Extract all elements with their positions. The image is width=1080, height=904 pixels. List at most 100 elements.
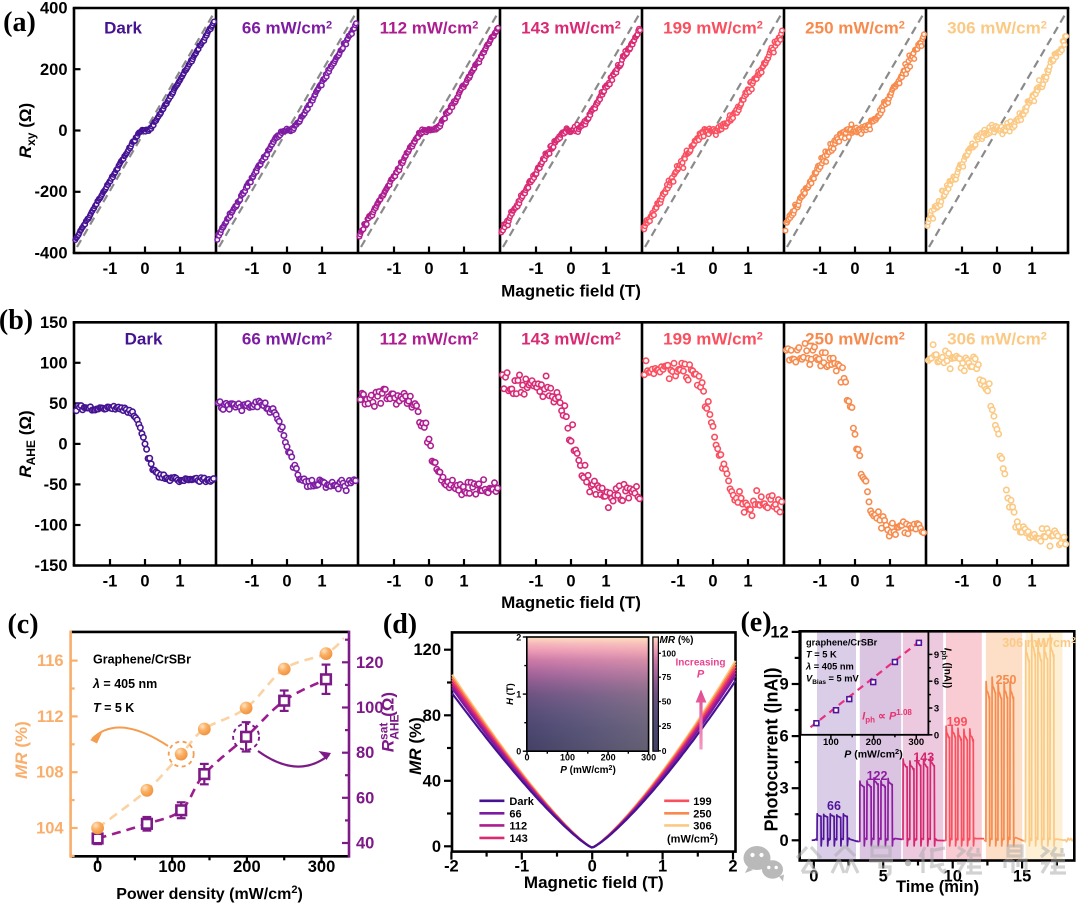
svg-text:1: 1 xyxy=(1027,260,1036,278)
svg-text:-1: -1 xyxy=(671,260,686,278)
svg-text:-1: -1 xyxy=(813,260,828,278)
svg-text:199: 199 xyxy=(693,796,711,808)
svg-text:0: 0 xyxy=(424,573,433,591)
svg-text:-1: -1 xyxy=(103,260,118,278)
svg-text:250 mW/cm2: 250 mW/cm2 xyxy=(805,19,905,38)
svg-text:-1: -1 xyxy=(103,573,118,591)
svg-text:1: 1 xyxy=(1027,573,1036,591)
svg-text:25: 25 xyxy=(662,721,672,731)
svg-text:(b): (b) xyxy=(0,305,33,336)
svg-text:-1: -1 xyxy=(955,260,970,278)
svg-text:1: 1 xyxy=(743,573,752,591)
svg-text:P (mW/cm2): P (mW/cm2) xyxy=(560,765,616,776)
svg-text:306 mW/cm2: 306 mW/cm2 xyxy=(947,19,1047,38)
svg-text:50: 50 xyxy=(49,395,67,413)
svg-text:-150: -150 xyxy=(34,557,67,575)
svg-text:(c): (c) xyxy=(7,609,38,640)
svg-text:0: 0 xyxy=(282,260,291,278)
svg-text:66: 66 xyxy=(827,799,841,813)
svg-text:0: 0 xyxy=(93,858,102,876)
svg-text:P: P xyxy=(697,669,705,681)
svg-text:Rxy (Ω): Rxy (Ω) xyxy=(16,103,38,158)
svg-text:0: 0 xyxy=(566,573,575,591)
svg-text:50: 50 xyxy=(662,697,672,707)
svg-text:306 mW/cm2: 306 mW/cm2 xyxy=(947,330,1047,349)
svg-text:-1: -1 xyxy=(387,573,402,591)
svg-text:15: 15 xyxy=(1013,868,1031,886)
svg-text:-100: -100 xyxy=(34,517,67,535)
svg-text:-1: -1 xyxy=(529,573,544,591)
svg-text:6: 6 xyxy=(934,677,939,688)
svg-text:5: 5 xyxy=(879,868,888,886)
svg-text:100: 100 xyxy=(823,737,839,748)
svg-text:9: 9 xyxy=(780,676,789,694)
svg-text:T = 5 K: T = 5 K xyxy=(806,650,837,660)
svg-text:3: 3 xyxy=(780,780,789,798)
svg-text:400: 400 xyxy=(40,0,68,18)
svg-text:100: 100 xyxy=(662,648,676,658)
svg-text:1: 1 xyxy=(885,260,894,278)
svg-text:40: 40 xyxy=(356,835,374,853)
svg-text:-50: -50 xyxy=(44,476,68,494)
svg-text:1: 1 xyxy=(601,260,610,278)
svg-text:40: 40 xyxy=(423,772,441,790)
svg-text:Iph ∝ P1.08: Iph ∝ P1.08 xyxy=(862,708,912,725)
svg-text:66: 66 xyxy=(509,808,521,820)
svg-text:H (T): H (T) xyxy=(505,683,516,705)
svg-text:199 mW/cm2: 199 mW/cm2 xyxy=(663,330,763,349)
svg-text:0: 0 xyxy=(424,260,433,278)
svg-text:Iph (|nA|): Iph (|nA|) xyxy=(940,648,953,688)
svg-text:(e): (e) xyxy=(740,607,771,638)
svg-text:306 mW/cm2: 306 mW/cm2 xyxy=(1002,635,1076,650)
svg-text:0: 0 xyxy=(58,435,67,453)
svg-text:-2: -2 xyxy=(444,858,459,876)
svg-text:-1: -1 xyxy=(529,260,544,278)
svg-text:λ = 405 nm: λ = 405 nm xyxy=(92,677,157,691)
svg-text:6: 6 xyxy=(780,728,789,746)
svg-text:1: 1 xyxy=(175,260,184,278)
svg-text:(d): (d) xyxy=(383,609,417,640)
svg-text:0: 0 xyxy=(588,858,597,876)
svg-text:2: 2 xyxy=(728,858,737,876)
svg-text:Dark: Dark xyxy=(125,330,163,349)
svg-text:0: 0 xyxy=(58,122,67,140)
svg-text:80: 80 xyxy=(356,744,374,762)
svg-text:0: 0 xyxy=(708,260,717,278)
svg-text:3: 3 xyxy=(934,704,939,715)
svg-text:250: 250 xyxy=(996,673,1017,687)
svg-text:0: 0 xyxy=(524,753,529,763)
svg-text:60: 60 xyxy=(356,789,374,807)
svg-text:MR (%): MR (%) xyxy=(406,717,425,775)
svg-text:1: 1 xyxy=(459,573,468,591)
svg-text:143: 143 xyxy=(913,750,934,764)
svg-text:1: 1 xyxy=(317,573,326,591)
svg-text:150: 150 xyxy=(40,314,68,332)
svg-text:1: 1 xyxy=(175,573,184,591)
svg-text:120: 120 xyxy=(413,641,441,659)
svg-text:2: 2 xyxy=(516,633,521,643)
svg-text:(mW/cm2): (mW/cm2) xyxy=(667,832,718,846)
svg-text:0: 0 xyxy=(780,832,789,850)
svg-text:0: 0 xyxy=(992,573,1001,591)
svg-text:0: 0 xyxy=(140,573,149,591)
svg-text:0: 0 xyxy=(850,573,859,591)
svg-text:λ = 405 nm: λ = 405 nm xyxy=(805,662,854,672)
svg-text:0: 0 xyxy=(282,573,291,591)
svg-text:250 mW/cm2: 250 mW/cm2 xyxy=(805,330,905,349)
svg-text:199: 199 xyxy=(947,715,968,729)
svg-text:122: 122 xyxy=(867,769,888,783)
svg-text:0: 0 xyxy=(516,747,521,757)
svg-text:RAHEsat (Ω): RAHEsat (Ω) xyxy=(377,692,402,752)
svg-text:-200: -200 xyxy=(34,183,67,201)
svg-text:RAHE (Ω): RAHE (Ω) xyxy=(16,410,38,477)
svg-text:143 mW/cm2: 143 mW/cm2 xyxy=(521,330,621,349)
svg-text:-1: -1 xyxy=(955,573,970,591)
svg-text:116: 116 xyxy=(37,652,64,670)
svg-text:1: 1 xyxy=(658,858,667,876)
svg-text:graphene/CrSBr: graphene/CrSBr xyxy=(806,638,878,648)
svg-text:Photocurrent (|nA|): Photocurrent (|nA|) xyxy=(762,667,782,831)
svg-text:VBias = 5 mV: VBias = 5 mV xyxy=(806,674,860,687)
svg-text:-1: -1 xyxy=(514,858,529,876)
svg-text:1: 1 xyxy=(459,260,468,278)
svg-text:200: 200 xyxy=(233,858,261,876)
